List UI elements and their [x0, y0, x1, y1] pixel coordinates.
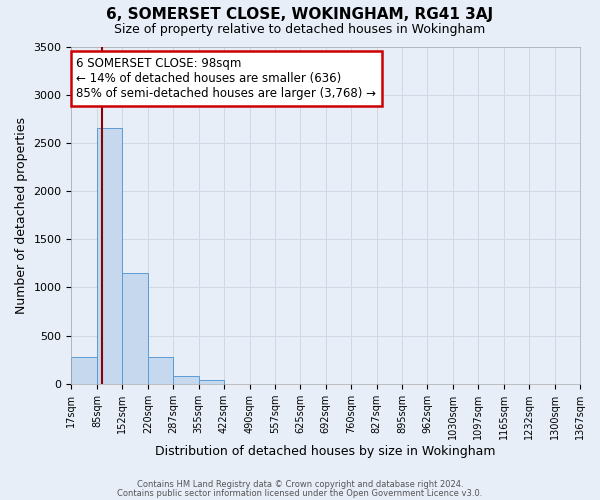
Bar — [199, 380, 224, 384]
Bar — [122, 273, 148, 384]
Bar — [97, 128, 122, 384]
X-axis label: Distribution of detached houses by size in Wokingham: Distribution of detached houses by size … — [155, 444, 496, 458]
Bar — [148, 356, 173, 384]
Text: 6, SOMERSET CLOSE, WOKINGHAM, RG41 3AJ: 6, SOMERSET CLOSE, WOKINGHAM, RG41 3AJ — [106, 8, 494, 22]
Bar — [173, 376, 199, 384]
Text: Contains HM Land Registry data © Crown copyright and database right 2024.: Contains HM Land Registry data © Crown c… — [137, 480, 463, 489]
Text: Contains public sector information licensed under the Open Government Licence v3: Contains public sector information licen… — [118, 488, 482, 498]
Text: 6 SOMERSET CLOSE: 98sqm
← 14% of detached houses are smaller (636)
85% of semi-d: 6 SOMERSET CLOSE: 98sqm ← 14% of detache… — [76, 56, 376, 100]
Text: Size of property relative to detached houses in Wokingham: Size of property relative to detached ho… — [115, 22, 485, 36]
Bar — [71, 356, 97, 384]
Y-axis label: Number of detached properties: Number of detached properties — [15, 116, 28, 314]
